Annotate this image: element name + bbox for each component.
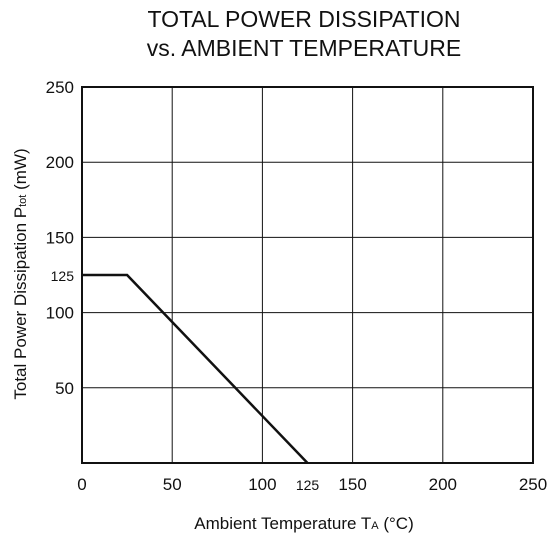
y-axis-label-subscript: tot — [17, 195, 29, 207]
x-axis-label-subscript: A — [371, 520, 379, 532]
chart-title-line-2: vs. AMBIENT TEMPERATURE — [147, 35, 461, 61]
x-tick-label: 250 — [519, 475, 547, 494]
x-tick-labels: 0 50 100 125 150 200 250 — [77, 475, 547, 494]
y-axis-label: Total Power Dissipation Ptot (mW) — [11, 148, 30, 399]
y-tick-label: 200 — [46, 153, 74, 172]
y-tick-label: 125 — [51, 268, 75, 284]
y-tick-label: 100 — [46, 304, 74, 323]
x-axis-label-text: Ambient Temperature T — [194, 514, 371, 533]
x-tick-label: 100 — [248, 475, 276, 494]
y-axis-label-unit: (mW) — [11, 148, 30, 194]
series-group — [82, 273, 309, 464]
y-tick-labels: 50 100 125 150 200 250 — [46, 78, 75, 398]
x-tick-label: 150 — [338, 475, 366, 494]
chart-title-line-1: TOTAL POWER DISSIPATION — [147, 6, 460, 32]
y-tick-label: 250 — [46, 78, 74, 97]
x-axis-label-unit: (°C) — [379, 514, 414, 533]
y-tick-label: 150 — [46, 228, 74, 247]
plot-frame — [81, 86, 534, 464]
x-tick-label: 0 — [77, 475, 86, 494]
series-line-0 — [82, 273, 309, 464]
y-tick-label: 50 — [55, 379, 74, 398]
y-axis-label-text: Total Power Dissipation P — [11, 207, 30, 400]
x-axis-label: Ambient Temperature TA (°C) — [194, 514, 413, 533]
x-tick-label: 125 — [296, 477, 320, 493]
x-tick-label: 50 — [163, 475, 182, 494]
grid — [82, 87, 533, 463]
x-tick-label: 200 — [429, 475, 457, 494]
